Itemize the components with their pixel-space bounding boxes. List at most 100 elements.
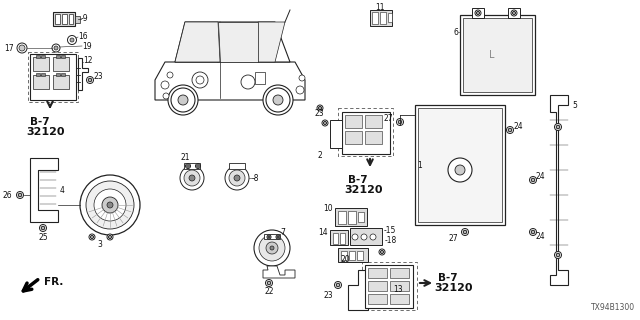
- Circle shape: [319, 107, 321, 109]
- Polygon shape: [348, 270, 390, 310]
- Text: 11: 11: [375, 3, 385, 12]
- Circle shape: [477, 12, 479, 14]
- Bar: [345, 115, 362, 128]
- Text: 24: 24: [536, 231, 546, 241]
- Bar: [418, 108, 502, 222]
- Polygon shape: [263, 266, 295, 278]
- Bar: [55, 14, 60, 24]
- Bar: [56, 73, 60, 76]
- Circle shape: [508, 128, 512, 132]
- Circle shape: [556, 253, 560, 257]
- Text: 10: 10: [323, 204, 333, 212]
- Circle shape: [556, 125, 560, 129]
- Polygon shape: [218, 22, 258, 62]
- Bar: [53, 57, 69, 71]
- Text: -9: -9: [81, 13, 88, 22]
- Circle shape: [554, 252, 561, 259]
- Circle shape: [361, 234, 367, 240]
- Text: 21: 21: [180, 153, 189, 162]
- Bar: [255, 72, 265, 84]
- Bar: [390, 268, 409, 278]
- Polygon shape: [30, 158, 58, 222]
- Text: 5: 5: [572, 100, 577, 109]
- Text: 19: 19: [82, 42, 92, 51]
- Text: 22: 22: [264, 287, 274, 297]
- Bar: [380, 12, 386, 24]
- Text: 14: 14: [318, 228, 328, 236]
- Circle shape: [161, 81, 169, 89]
- Circle shape: [17, 191, 24, 198]
- Bar: [264, 234, 280, 239]
- Polygon shape: [550, 95, 568, 285]
- Text: 7: 7: [280, 228, 285, 236]
- Bar: [472, 8, 484, 18]
- Text: B-7: B-7: [348, 175, 367, 185]
- Bar: [333, 233, 338, 244]
- Text: 27: 27: [383, 114, 393, 123]
- Circle shape: [529, 228, 536, 236]
- Bar: [338, 248, 368, 262]
- Circle shape: [70, 38, 74, 42]
- Bar: [388, 13, 392, 22]
- Circle shape: [267, 235, 271, 239]
- Circle shape: [102, 197, 118, 213]
- Circle shape: [184, 170, 200, 186]
- Circle shape: [268, 236, 270, 238]
- Circle shape: [167, 72, 173, 78]
- Bar: [53, 12, 75, 26]
- Bar: [28, 52, 78, 102]
- Circle shape: [107, 202, 113, 208]
- Bar: [75, 16, 80, 23]
- Circle shape: [89, 234, 95, 240]
- Text: B-7: B-7: [438, 273, 458, 283]
- Circle shape: [277, 236, 279, 238]
- Bar: [358, 212, 364, 222]
- Text: 27: 27: [449, 234, 458, 243]
- Bar: [368, 294, 387, 304]
- Circle shape: [186, 164, 191, 169]
- Circle shape: [513, 12, 515, 14]
- Circle shape: [266, 242, 278, 254]
- Circle shape: [299, 75, 305, 81]
- Circle shape: [189, 175, 195, 181]
- Bar: [342, 112, 390, 154]
- Circle shape: [398, 120, 402, 124]
- Bar: [365, 115, 382, 128]
- Circle shape: [352, 234, 358, 240]
- Circle shape: [511, 10, 517, 16]
- Bar: [463, 18, 532, 92]
- Bar: [41, 55, 45, 58]
- Circle shape: [86, 181, 134, 229]
- Circle shape: [531, 230, 535, 234]
- Bar: [41, 73, 45, 76]
- Bar: [229, 163, 245, 169]
- Text: 32120: 32120: [26, 127, 65, 137]
- Circle shape: [554, 124, 561, 131]
- Bar: [36, 73, 40, 76]
- Circle shape: [531, 178, 535, 182]
- Circle shape: [171, 88, 195, 112]
- Circle shape: [270, 246, 274, 250]
- Bar: [340, 233, 345, 244]
- Bar: [362, 262, 417, 310]
- Circle shape: [397, 118, 403, 125]
- Circle shape: [461, 228, 468, 236]
- Text: 32120: 32120: [344, 185, 383, 195]
- Circle shape: [19, 193, 22, 197]
- Bar: [36, 55, 40, 58]
- Text: TX94B1300: TX94B1300: [591, 303, 635, 312]
- Bar: [338, 211, 346, 224]
- Text: 24: 24: [536, 172, 546, 180]
- Text: 24: 24: [513, 122, 523, 131]
- Circle shape: [163, 93, 169, 99]
- Circle shape: [86, 76, 93, 84]
- Circle shape: [225, 166, 249, 190]
- Circle shape: [19, 45, 25, 51]
- Text: -15: -15: [384, 226, 396, 235]
- Text: 1: 1: [417, 161, 422, 170]
- Circle shape: [54, 46, 58, 50]
- Bar: [460, 15, 535, 95]
- Circle shape: [88, 78, 92, 82]
- Bar: [69, 14, 73, 24]
- Text: 2: 2: [317, 150, 322, 159]
